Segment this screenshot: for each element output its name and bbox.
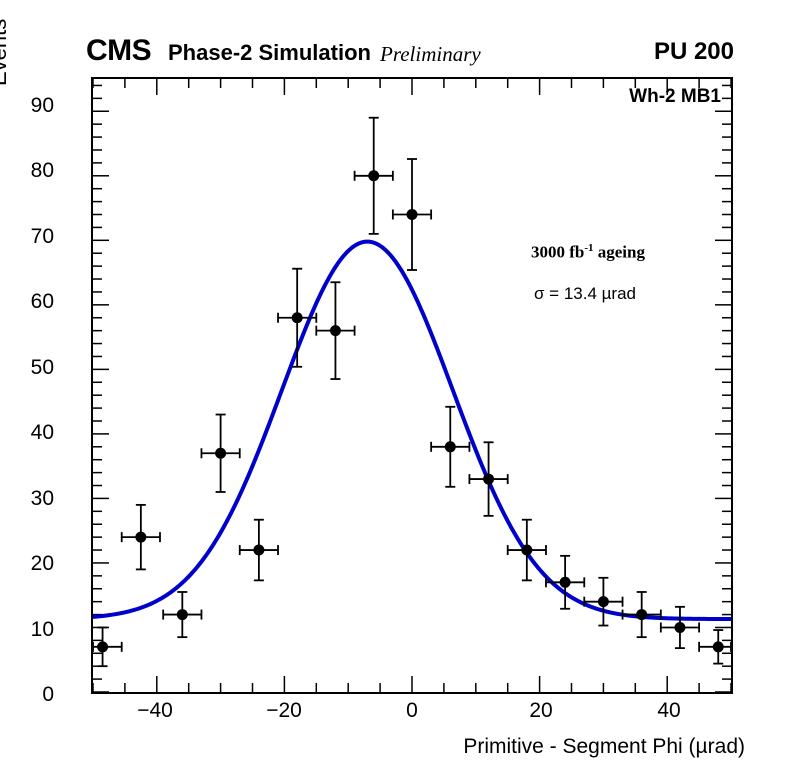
pileup-label: PU 200 [653, 38, 734, 65]
resolution-annotation: σ = 13.4 µrad [533, 284, 636, 303]
data-point [353, 116, 394, 235]
chamber-label: Wh-2 MB1 [629, 86, 721, 107]
data-point [621, 591, 662, 639]
data-point [200, 413, 241, 493]
data-point [545, 554, 586, 610]
data-point [391, 158, 433, 271]
y-tick-label-30: 30 [30, 487, 54, 510]
x-tick-label-40: 40 [657, 699, 681, 722]
ageing-value: 3000 fb [530, 242, 585, 262]
y-axis-title: Events [0, 18, 11, 86]
data-point [93, 626, 123, 668]
data-point [238, 518, 279, 582]
preliminary-label: Preliminary [380, 42, 481, 66]
x-tick-label-0: 0 [406, 699, 418, 722]
ageing-suffix: ageing [593, 242, 645, 262]
data-point [162, 591, 203, 639]
y-tick-label-90: 90 [30, 94, 54, 117]
data-point [430, 405, 471, 488]
y-tick-label-0: 0 [42, 683, 54, 706]
y-tick-label-20: 20 [30, 552, 54, 575]
data-point [659, 605, 700, 650]
data-point [277, 267, 318, 368]
plot-area [93, 79, 731, 692]
y-tick-label-40: 40 [30, 421, 54, 444]
ageing-annotation: 3000 fb-1 ageing [531, 242, 645, 263]
phase-label: Phase-2 Simulation [168, 40, 371, 65]
x-tick-label-m20: −20 [266, 699, 302, 722]
data-point [698, 629, 731, 665]
data-point [506, 518, 547, 582]
data-point [315, 281, 356, 380]
data-point [468, 441, 509, 517]
data-points-group [93, 116, 731, 668]
y-tick-label-80: 80 [30, 159, 54, 182]
x-tick-label-20: 20 [529, 699, 553, 722]
y-tick-label-70: 70 [30, 225, 54, 248]
y-tick-label-50: 50 [30, 356, 54, 379]
y-tick-label-60: 60 [30, 290, 54, 313]
ageing-exponent: -1 [584, 242, 594, 254]
cms-logo: CMS [86, 34, 152, 67]
x-tick-label-m40: −40 [137, 699, 173, 722]
data-point [120, 503, 161, 571]
plot-svg [93, 79, 731, 692]
data-point [583, 576, 624, 627]
x-axis-title: Primitive - Segment Phi (µrad) [463, 735, 745, 758]
plot-frame: Wh-2 MB1 3000 fb-1 ageing σ = 13.4 µrad [91, 77, 733, 694]
axis-ticks [93, 79, 731, 692]
y-tick-label-10: 10 [30, 618, 54, 641]
